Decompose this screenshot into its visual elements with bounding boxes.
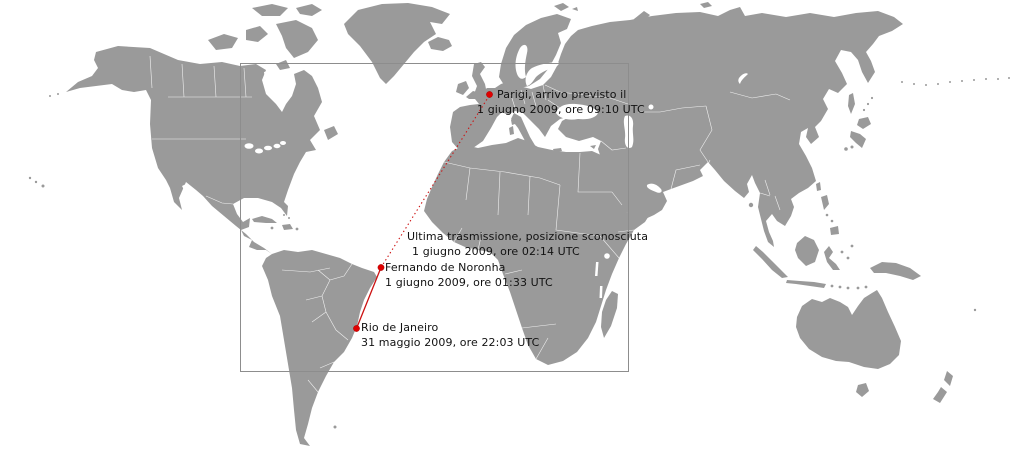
black-sea (556, 103, 598, 120)
aral-sea (648, 104, 654, 110)
flight-route (353, 91, 493, 332)
route-planned-segment (380, 95, 490, 268)
annotation-rio-line2: 31 maggio 2009, ore 22:03 UTC (361, 336, 540, 349)
annotation-fernando-line1: Fernando de Noronha (385, 261, 506, 274)
greenland-landmass (344, 3, 450, 84)
great-lakes (244, 141, 286, 154)
gulf-of-california (182, 184, 196, 199)
eurasia-landmass (450, 7, 903, 247)
philippines-islands (821, 195, 839, 235)
new-guinea-landmass (870, 262, 921, 280)
italy-landmass (511, 113, 541, 154)
caribbean-islands (252, 216, 293, 230)
marker-rio-de-janeiro (353, 325, 360, 332)
annotation-fernando-line2: 1 giugno 2009, ore 01:33 UTC (385, 276, 553, 289)
iceland-landmass (428, 37, 452, 51)
ireland-landmass (456, 81, 469, 95)
africa-landmass (424, 138, 652, 365)
aleutian-islands (49, 77, 1010, 97)
indonesia-islands (753, 236, 840, 288)
map-extent-frame (240, 63, 629, 372)
country-borders (149, 55, 791, 393)
lake-victoria (604, 253, 610, 259)
annotation-paris-line1: Parigi, arrivo previsto il (497, 88, 627, 101)
annotation-rio-line1: Rio de Janeiro (361, 321, 439, 334)
persian-gulf (646, 183, 662, 193)
japan-islands (848, 93, 871, 148)
lake-malawi (599, 286, 603, 298)
annotation-rio-de-janeiro: Rio de Janeiro 31 maggio 2009, ore 22:03… (361, 320, 539, 350)
annotation-last-transmission-line2: 1 giugno 2009, ore 02:14 UTC (412, 245, 580, 258)
inland-water (182, 44, 748, 298)
marker-fernando-de-noronha (377, 264, 385, 271)
route-flown-segment (355, 267, 382, 329)
hudson-bay (264, 69, 293, 103)
madagascar-landmass (601, 291, 618, 338)
north-america-landmass (66, 46, 322, 254)
baltic-sea (515, 44, 559, 86)
marker-paris (486, 91, 493, 98)
sri-lanka-island (748, 202, 754, 208)
annotation-fernando-de-noronha: Fernando de Noronha 1 giugno 2009, ore 0… (385, 260, 553, 290)
arctic-islands (208, 4, 338, 140)
falkland-islands (333, 425, 337, 429)
lake-tanganyika (595, 262, 599, 276)
australia-landmass (796, 290, 901, 369)
new-zealand-landmass (933, 371, 953, 403)
landmasses (28, 2, 1010, 446)
annotation-last-transmission-line1: Ultima trasmissione, posizione sconosciu… (407, 230, 649, 243)
hawaii-islands (28, 176, 45, 188)
tasmania-landmass (856, 383, 869, 397)
south-america-landmass (262, 250, 377, 446)
hainan-island (786, 192, 792, 198)
arctic-russia-islands (554, 2, 712, 48)
annotation-last-transmission: Ultima trasmissione, posizione sconosciu… (407, 229, 648, 259)
fiji-islands (973, 308, 977, 312)
great-britain-landmass (472, 62, 487, 100)
annotation-paris-line2: 1 giugno 2009, ore 09:10 UTC (477, 103, 645, 116)
taiwan-island (816, 182, 821, 191)
annotation-paris: Parigi, arrivo previsto il 1 giugno 2009… (477, 87, 645, 117)
lake-baikal (738, 73, 748, 84)
